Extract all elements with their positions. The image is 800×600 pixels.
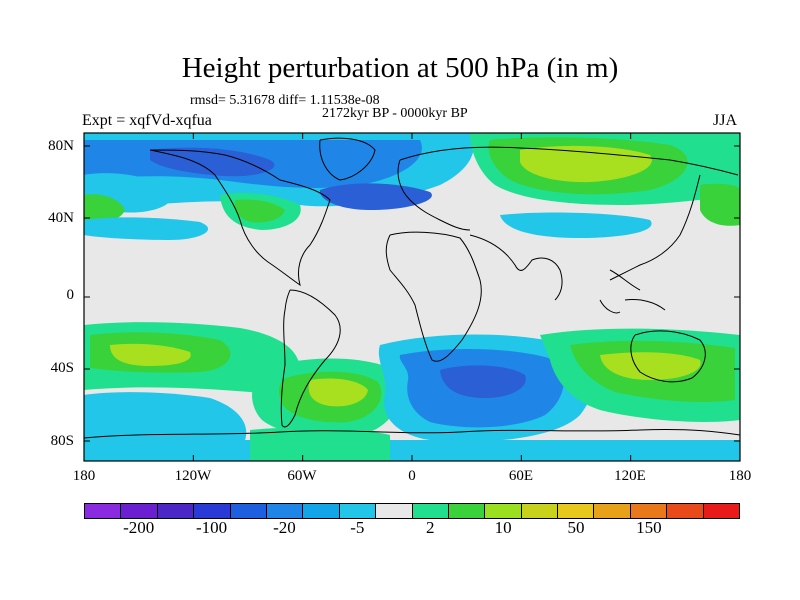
colorbar-swatch	[412, 504, 449, 518]
lon-label-120w: 120W	[174, 468, 212, 484]
lat-label-80s: 80S	[50, 433, 74, 449]
eurasia-coast	[397, 146, 739, 281]
lat-label-40s: 40S	[50, 360, 74, 376]
colorbar-swatch	[121, 504, 158, 518]
africa-coast	[385, 231, 482, 362]
colorbar-swatch	[85, 504, 122, 518]
west-antarctic-positive	[250, 427, 390, 461]
antarctica-coast	[84, 428, 740, 439]
lon-label-60w: 60W	[287, 468, 317, 484]
arctic-negative-deep	[150, 147, 275, 177]
colorbar-label: -100	[195, 518, 228, 537]
colorbar-swatch	[194, 504, 231, 518]
colorbar-label: -5	[350, 518, 365, 537]
northamerica-positive-core	[234, 199, 285, 223]
pacific-positive	[84, 194, 125, 222]
colorbar-swatch	[448, 504, 486, 518]
colorbar-label: 50	[567, 518, 585, 537]
south-pacific-positive-east-peak	[600, 352, 701, 380]
axis-ticks	[83, 133, 741, 461]
colorbar-swatch	[594, 504, 631, 518]
lon-label-60e: 60E	[508, 468, 534, 484]
colorbar-swatch	[558, 504, 595, 518]
lat-label-80n: 80N	[48, 138, 74, 154]
colorbar-label: 2	[425, 518, 435, 537]
arabia-india-coast	[469, 234, 563, 301]
southeast-asia-islands	[599, 269, 666, 314]
southern-subtropic-peak	[110, 343, 191, 366]
colorbar-swatch	[376, 504, 413, 518]
map-title: Height perturbation at 500 hPa (in m)	[181, 52, 619, 84]
lat-label-eq: 0	[66, 287, 75, 303]
colorbar-swatch	[339, 504, 377, 518]
colorbar-swatch	[157, 504, 195, 518]
colorbar-swatch	[266, 504, 304, 518]
colorbar-label: 10	[494, 518, 512, 537]
tropical-negative-east	[500, 212, 652, 238]
rmsd-diff-text: rmsd= 5.31678 diff= 1.11538e-08	[190, 93, 380, 108]
lon-label-180e: 180	[728, 468, 752, 484]
colorbar-swatch	[667, 504, 704, 518]
lon-label-180w: 180	[72, 468, 96, 484]
colorbar-swatch	[630, 504, 668, 518]
period-text: 2172kyr BP - 0000kyr BP	[322, 106, 468, 121]
greenland-coast	[319, 137, 376, 181]
tropical-negative-west	[84, 217, 209, 240]
colorbar-swatch	[230, 504, 267, 518]
colorbar	[84, 503, 740, 519]
south-america-coast	[280, 289, 341, 428]
coastlines	[84, 137, 740, 439]
australia-coast	[630, 330, 706, 383]
colorbar-label: -20	[273, 518, 296, 537]
colorbar-swatch	[703, 504, 740, 518]
southern-ocean-negative	[84, 392, 247, 440]
antarctic-negative	[84, 440, 740, 461]
colorbar-swatch	[303, 504, 340, 518]
colorbar-swatch	[521, 504, 559, 518]
experiment-label: Expt = xqfVd-xqfua	[82, 112, 212, 129]
south-indian-negative-deep	[440, 365, 526, 398]
lon-label-120e: 120E	[614, 468, 646, 484]
contour-field	[84, 133, 740, 461]
colorbar-swatch	[485, 504, 522, 518]
east-pacific-positive	[700, 183, 740, 226]
lat-label-40n: 40N	[48, 210, 74, 226]
north-america-coast	[149, 149, 331, 287]
colorbar-label: 150	[636, 518, 662, 537]
south-atlantic-peak	[308, 378, 368, 407]
europe-negative-deep	[319, 183, 432, 210]
lon-label-0: 0	[408, 468, 416, 484]
colorbar-label: -200	[123, 518, 155, 537]
season-label: JJA	[713, 112, 738, 129]
